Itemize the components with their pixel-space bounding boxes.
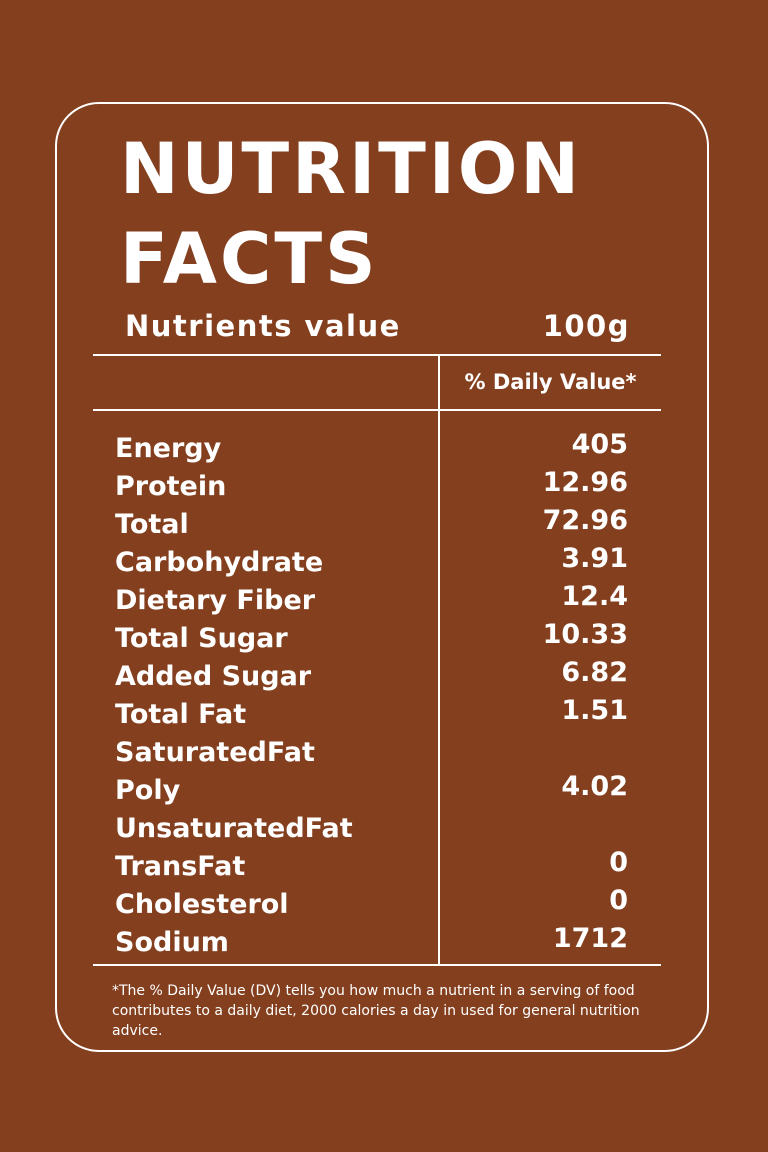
nutrient-label: Dietary Fiber [115,585,316,616]
nutrient-value: 10.33 [542,619,628,650]
nutrient-row: Total Fat 1.51 [115,695,628,734]
title-nutrition: NUTRITION [120,128,583,210]
nutrient-label: UnsaturatedFat [115,813,353,844]
nutrient-row: Poly 4.02 [115,771,628,810]
divider-header [93,409,661,411]
nutrient-row: Total 72.96 [115,505,628,544]
nutrient-row: Total Sugar 10.33 [115,619,628,658]
nutrient-row: Protein 12.96 [115,467,628,506]
nutrient-label: Energy [115,433,222,464]
nutrient-table: Energy 405 Protein 12.96 Total 72.96 Car… [115,429,628,962]
nutrient-row: TransFat 0 [115,847,628,886]
nutrient-row: Cholesterol 0 [115,885,628,924]
nutrient-value: 1712 [552,923,628,954]
nutrient-value: 12.4 [561,581,628,612]
nutrient-row: Sodium 1712 [115,923,628,962]
nutrient-value: 12.96 [542,467,628,498]
nutrient-row: UnsaturatedFat [115,810,628,848]
nutrient-label: Cholesterol [115,889,289,920]
nutrient-value: 405 [571,429,628,460]
nutrient-row: SaturatedFat [115,734,628,772]
daily-value-header: % Daily Value* [464,370,637,394]
nutrient-label: Protein [115,471,227,502]
divider-bottom [93,964,661,966]
serving-amount-label: 100g [542,309,630,343]
column-divider [438,355,440,966]
nutrient-value: 1.51 [561,695,628,726]
nutrient-label: Added Sugar [115,661,312,692]
nutrient-label: Total Fat [115,699,247,730]
nutrition-panel [55,102,709,1052]
nutrient-label: SaturatedFat [115,737,315,768]
title-facts: FACTS [120,218,379,300]
nutrient-label: Poly [115,775,181,806]
nutrient-label: Total Sugar [115,623,288,654]
divider-top [93,354,661,356]
daily-value-footnote: *The % Daily Value (DV) tells you how mu… [112,983,640,1039]
nutrient-value: 4.02 [561,771,628,802]
nutrient-row: Energy 405 [115,429,628,468]
nutrient-value: 72.96 [542,505,628,536]
nutrient-row: Dietary Fiber 12.4 [115,581,628,620]
nutrient-row: Carbohydrate 3.91 [115,543,628,582]
nutrient-value: 6.82 [561,657,628,688]
nutrient-label: TransFat [115,851,246,882]
nutrient-label: Total [115,509,189,540]
nutrient-value: 0 [609,885,628,916]
nutrient-value: 0 [609,847,628,878]
nutrient-value: 3.91 [561,543,628,574]
nutrient-label: Sodium [115,927,229,958]
nutrient-row: Added Sugar 6.82 [115,657,628,696]
nutrient-label: Carbohydrate [115,547,324,578]
nutrients-value-label: Nutrients value [125,309,401,343]
